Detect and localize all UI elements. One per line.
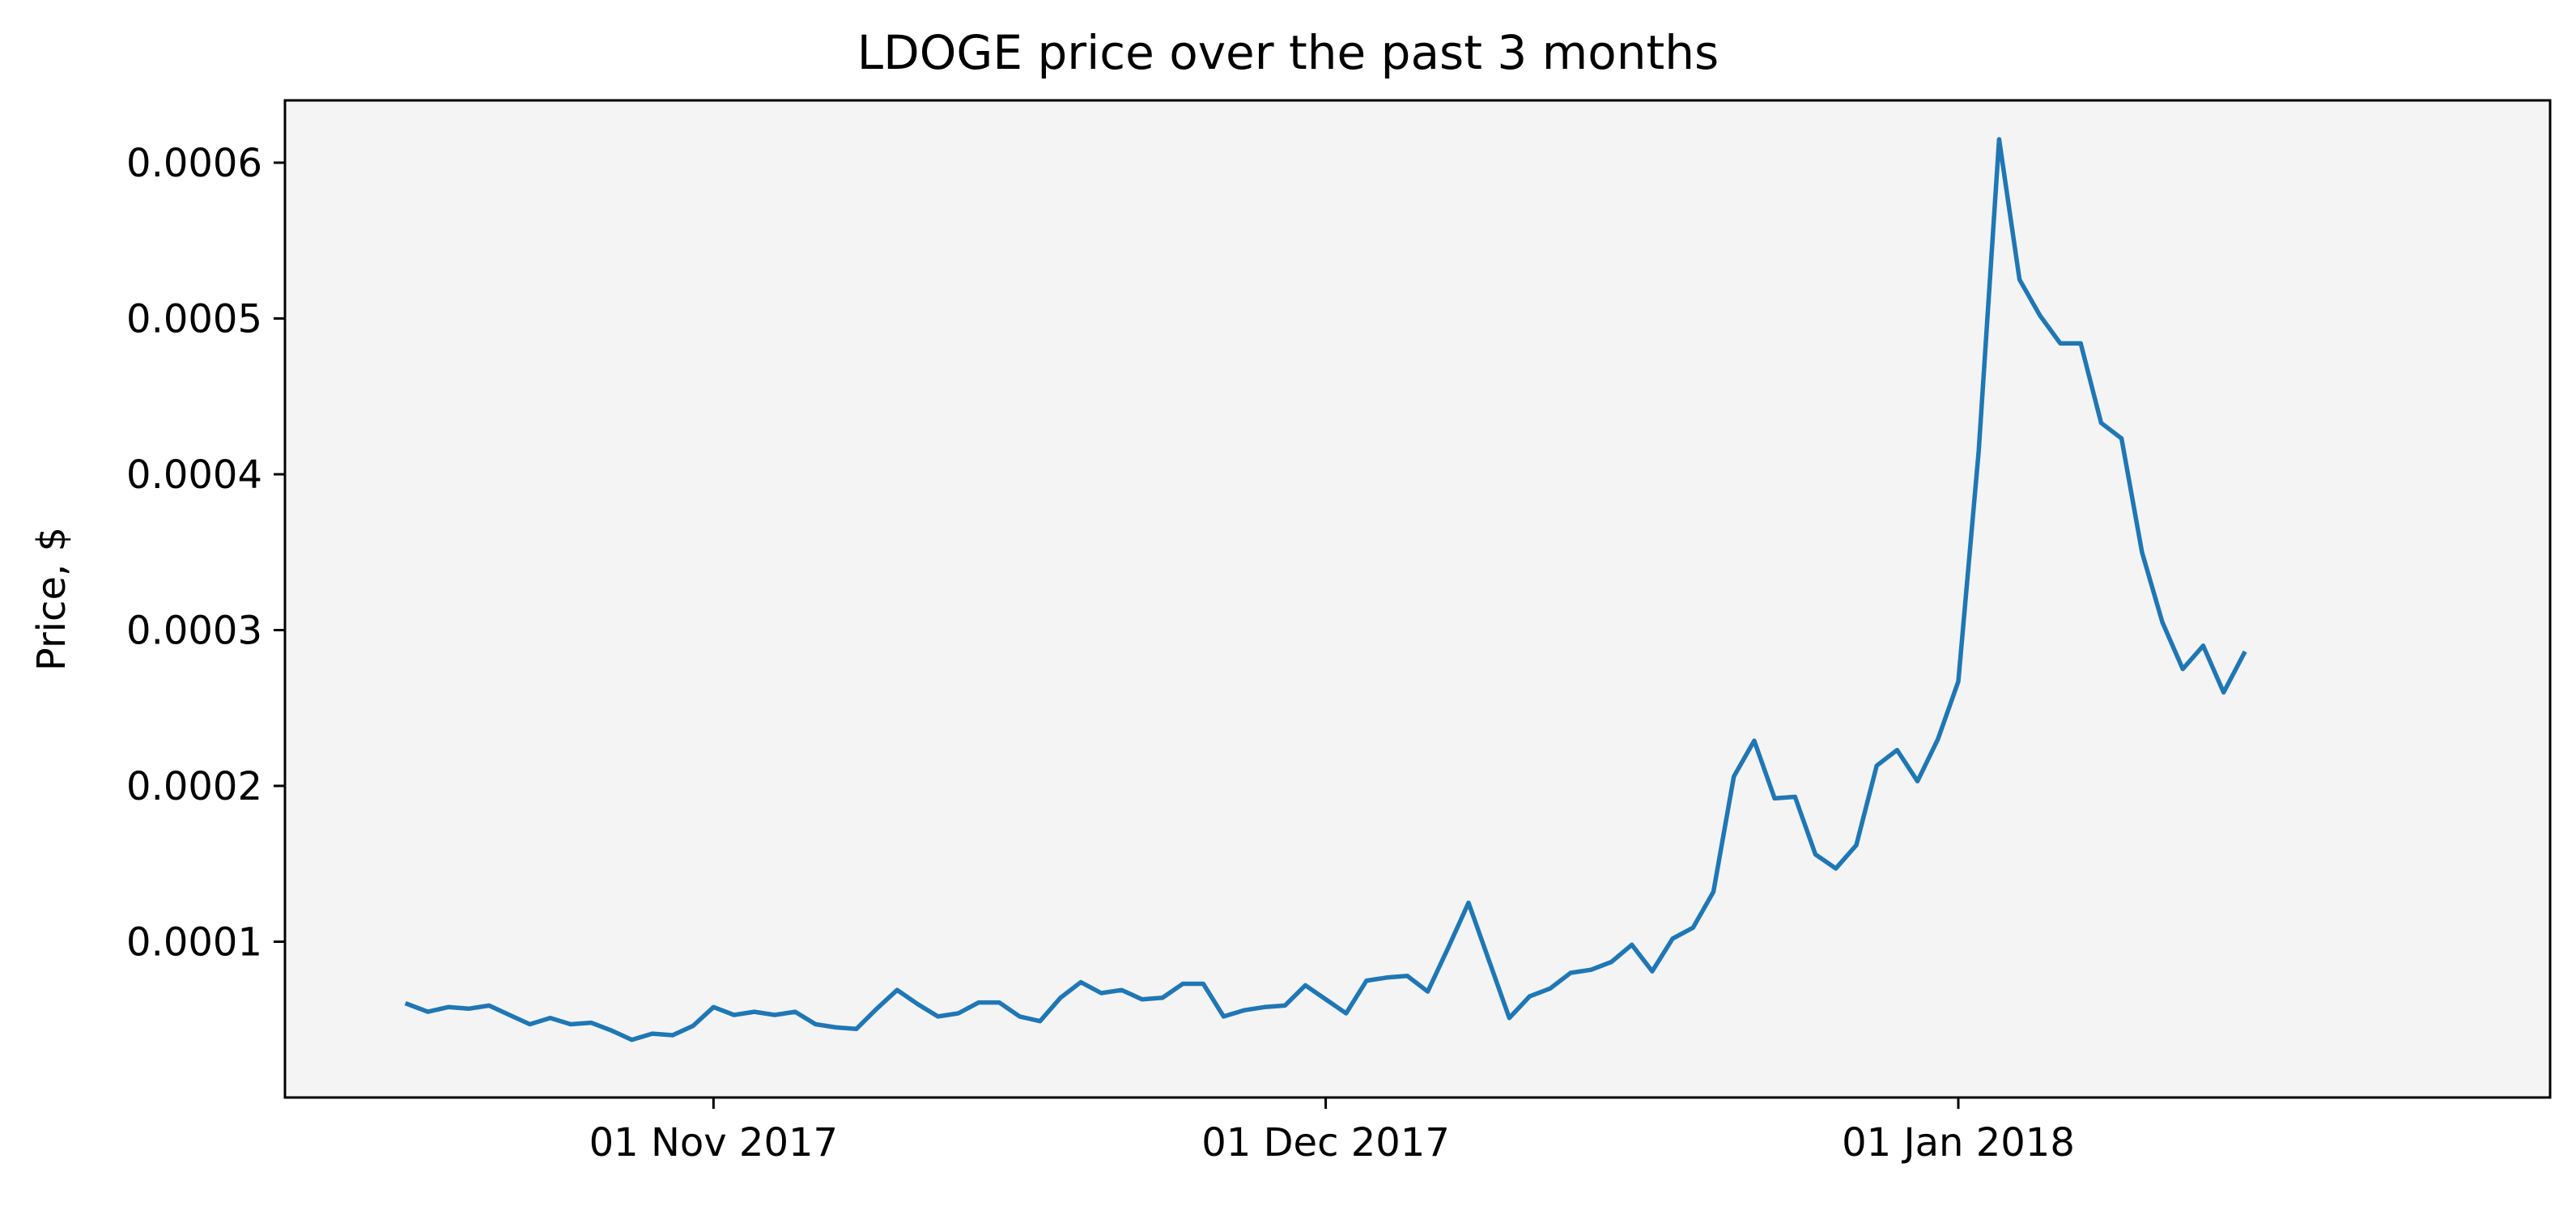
y-axis-label: Price, $: [29, 527, 74, 671]
y-tick-label: 0.0001: [126, 920, 262, 966]
chart-title: LDOGE price over the past 3 months: [857, 25, 1719, 80]
y-tick-label: 0.0003: [126, 609, 262, 654]
x-tick-label: 01 Nov 2017: [589, 1120, 838, 1165]
x-axis: 01 Nov 2017 01 Dec 2017 01 Jan 2018: [589, 1097, 2075, 1165]
price-series-line: [404, 137, 2247, 1042]
plot-frame: [283, 99, 2552, 1099]
y-tick-label: 0.0002: [126, 764, 262, 809]
y-tick-label: 0.0004: [126, 452, 262, 498]
y-tick-label: 0.0005: [126, 297, 262, 342]
y-tick-label: 0.0006: [126, 141, 262, 186]
x-tick-label: 01 Dec 2017: [1201, 1120, 1450, 1165]
plot-area: [285, 100, 2550, 1097]
y-axis: 0.0001 0.0002 0.0003 0.0004 0.0005 0.0006: [126, 141, 285, 966]
x-tick-label: 01 Jan 2018: [1842, 1120, 2075, 1165]
